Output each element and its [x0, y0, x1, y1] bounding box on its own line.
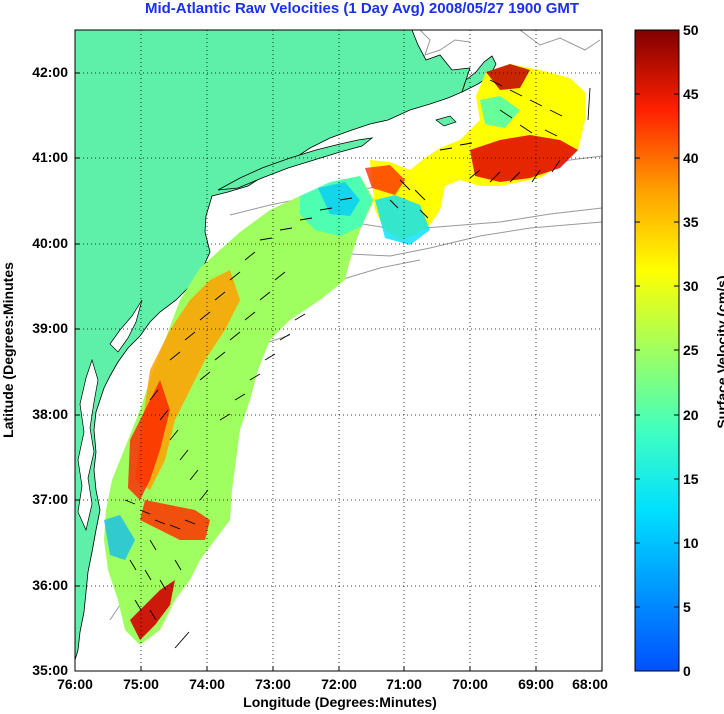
velocity-zone-north-blue: [375, 195, 430, 245]
colorbar-tick-label: 25: [683, 342, 699, 358]
map-title: Mid-Atlantic Raw Velocities (1 Day Avg) …: [144, 0, 580, 17]
colorbar-tick-label: 50: [683, 22, 699, 38]
colorbar-tick-label: 30: [683, 278, 699, 294]
y-tick-label: 41:00: [32, 149, 68, 165]
colorbar-tick-label: 35: [683, 214, 699, 230]
velocity-arrows: [124, 79, 591, 649]
y-axis-label: Latitude (Degrees:Minutes: [0, 262, 16, 438]
velocity-zone-north-red: [470, 135, 578, 182]
velocity-zone-mid-red: [365, 165, 405, 195]
y-tick-label: 42:00: [32, 64, 68, 80]
grid-lines: [75, 30, 602, 671]
x-tick-label: 71:00: [386, 676, 422, 692]
colorbar-tick-label: 10: [683, 535, 699, 551]
y-tick-label: 35:00: [32, 662, 68, 678]
colorbar-tick-label: 15: [683, 471, 699, 487]
y-tick-label: 37:00: [32, 491, 68, 507]
y-tick-label: 39:00: [32, 320, 68, 336]
colorbar-ticks: [635, 93, 679, 608]
velocity-zone-hot: [128, 380, 170, 500]
tick-marks: [75, 72, 537, 671]
velocity-zone-west: [104, 515, 135, 560]
colorbar-tick-label: 0: [683, 663, 691, 679]
colorbar-tick-label: 5: [683, 599, 691, 615]
velocity-zone-tip: [130, 580, 175, 640]
x-tick-label: 69:00: [518, 676, 554, 692]
x-tick-label: 70:00: [452, 676, 488, 692]
y-tick-label: 40:00: [32, 235, 68, 251]
velocity-field: [104, 64, 585, 645]
x-tick-label: 73:00: [255, 676, 291, 692]
colorbar-tick-label: 40: [683, 150, 699, 166]
x-tick-label: 74:00: [189, 676, 225, 692]
colorbar-tick-label: 20: [683, 407, 699, 423]
y-tick-label: 38:00: [32, 406, 68, 422]
velocity-zone-north-cyan: [480, 96, 520, 128]
cape-cod: [461, 55, 497, 93]
chesapeake-bay: [77, 358, 99, 532]
colorbar: [634, 29, 680, 672]
delaware-bay: [109, 299, 143, 353]
x-tick-label: 72:00: [321, 676, 357, 692]
x-tick-label: 75:00: [123, 676, 159, 692]
velocity-zone-hot-2: [140, 500, 210, 540]
colorbar-tick-label: 45: [683, 86, 699, 102]
long-island: [217, 137, 374, 191]
x-tick-label: 68:00: [572, 676, 608, 692]
x-tick-label: 76:00: [57, 676, 93, 692]
colorbar-label: Surface Velocity (cm/s): [714, 275, 724, 429]
y-tick-label: 36:00: [32, 577, 68, 593]
x-axis-label: Longitude (Degrees:Minutes): [243, 694, 437, 710]
